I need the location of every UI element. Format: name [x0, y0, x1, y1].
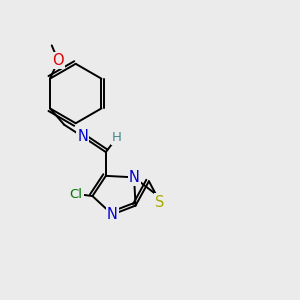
- Text: Cl: Cl: [70, 188, 83, 201]
- Text: O: O: [52, 53, 64, 68]
- Text: S: S: [155, 194, 165, 209]
- Text: N: N: [77, 129, 88, 144]
- Text: N: N: [129, 170, 140, 185]
- Text: H: H: [112, 131, 122, 144]
- Text: N: N: [107, 207, 118, 222]
